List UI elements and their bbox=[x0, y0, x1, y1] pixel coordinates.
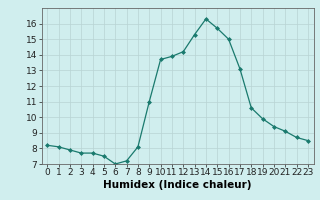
X-axis label: Humidex (Indice chaleur): Humidex (Indice chaleur) bbox=[103, 180, 252, 190]
